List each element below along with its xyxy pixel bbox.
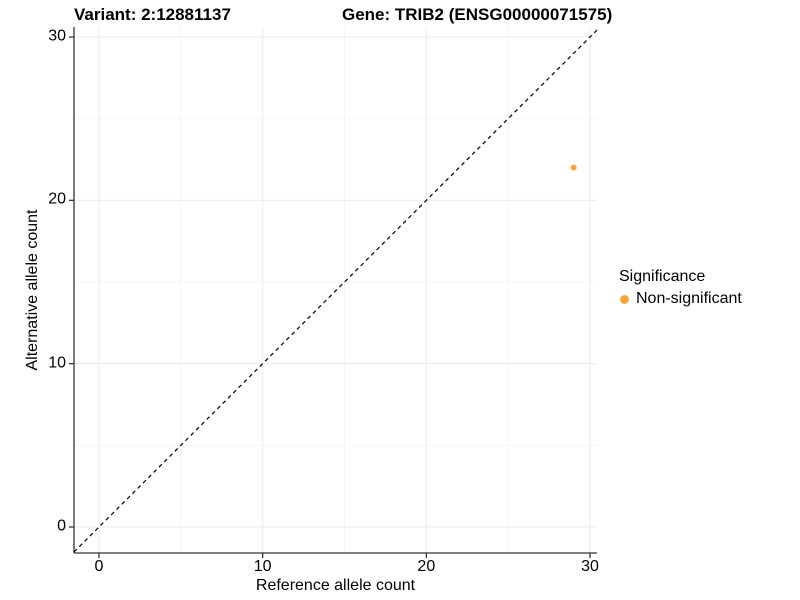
y-tick-label: 10 [48, 353, 66, 371]
legend-entry: Non-significant [619, 290, 742, 308]
y-tick-label: 30 [48, 27, 66, 45]
gene-title: Gene: TRIB2 (ENSG00000071575) [342, 5, 613, 24]
variant-title: Variant: 2:12881137 [74, 5, 231, 24]
legend-entry-label: Non-significant [636, 290, 742, 307]
x-tick-label: 10 [253, 558, 272, 575]
x-axis-title: Reference allele count [255, 577, 416, 594]
x-tick-label: 30 [581, 558, 599, 575]
data-point [570, 164, 577, 171]
x-tick-label: 20 [417, 558, 436, 575]
legend-point-icon [620, 294, 629, 304]
x-tick-label: 0 [94, 558, 104, 575]
y-tick-label: 20 [48, 190, 66, 208]
legend: Significance Non-significant [619, 268, 742, 308]
y-axis-title: Alternative allele count [24, 209, 41, 371]
y-tick-label: 0 [57, 517, 66, 535]
identity-line [73, 29, 598, 553]
legend-title: Significance [619, 268, 706, 285]
